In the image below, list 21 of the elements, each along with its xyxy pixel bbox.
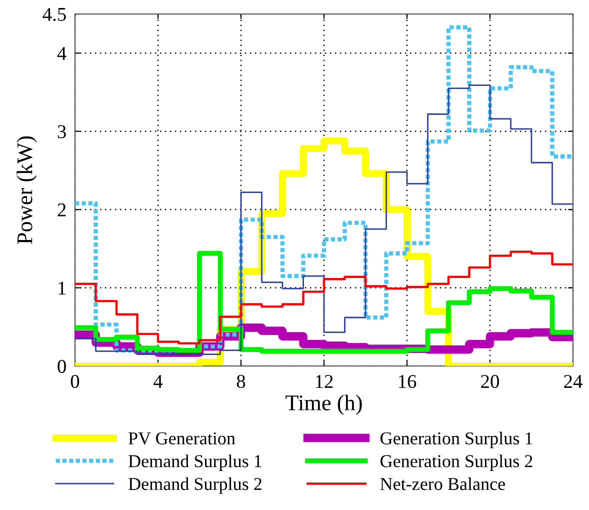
legend-label: Net-zero Balance <box>380 477 505 490</box>
x-tick-label: 8 <box>236 374 246 388</box>
x-tick-label: 0 <box>70 374 80 388</box>
legend-label: Generation Surplus 1 <box>380 432 532 448</box>
x-tick-label: 4 <box>154 375 163 388</box>
y-tick-label: 3 <box>58 125 66 138</box>
y-tick-label: 2 <box>58 203 66 216</box>
y-tick-label: 4.5 <box>42 8 66 22</box>
legend-label: PV Generation <box>128 432 236 445</box>
legend-label: Demand Surplus 2 <box>128 477 262 494</box>
y-tick-label: 4 <box>57 47 66 60</box>
x-tick-label: 24 <box>564 374 582 388</box>
x-axis-title: Time (h) <box>286 394 362 415</box>
x-tick-label: 20 <box>481 374 499 388</box>
y-tick-label: 1 <box>58 282 66 295</box>
x-tick-label: 12 <box>316 374 333 388</box>
legend-label: Demand Surplus 1 <box>128 454 262 471</box>
x-tick-label: 16 <box>398 374 416 388</box>
legend-label: Generation Surplus 2 <box>380 454 532 471</box>
y-axis-title: Power (kW) <box>16 136 37 244</box>
y-tick-label: 0 <box>58 360 66 373</box>
